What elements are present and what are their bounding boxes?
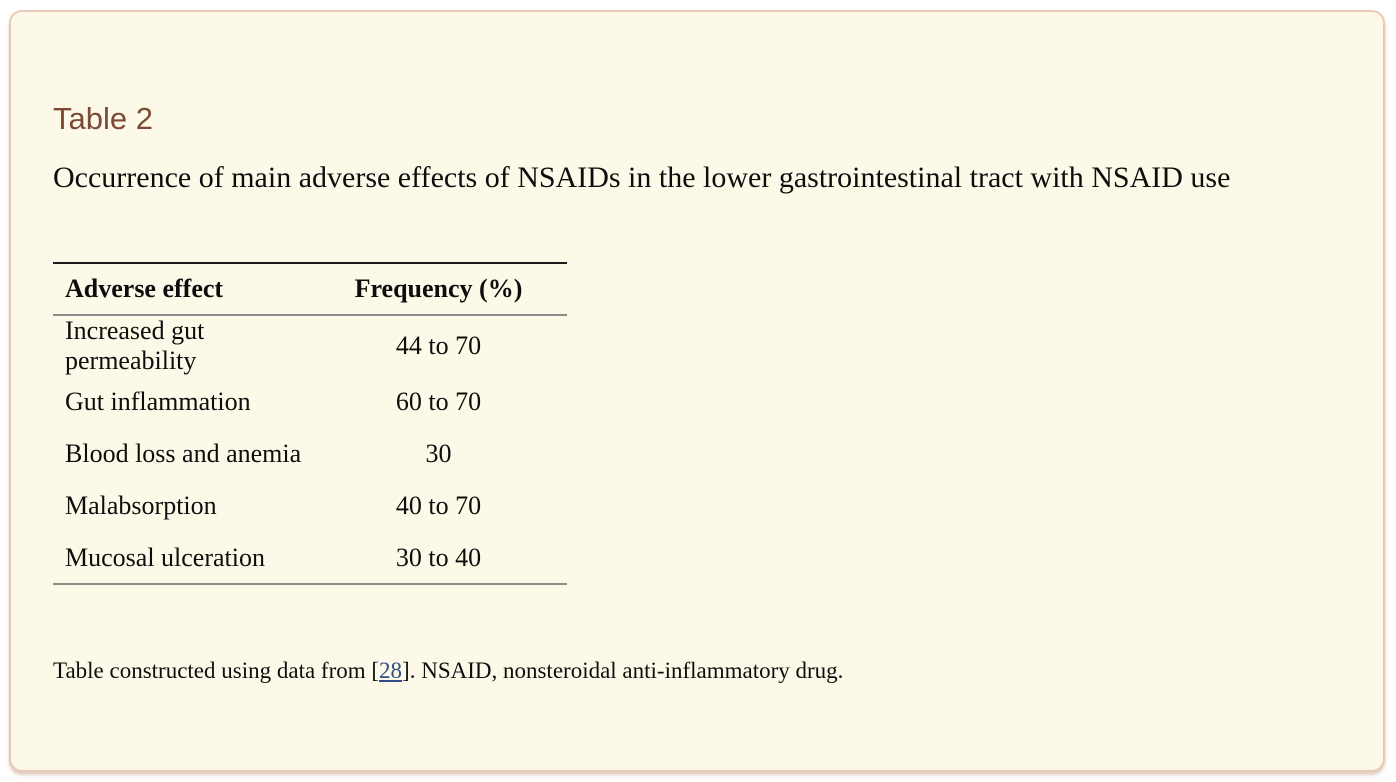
cell-adverse-effect: Gut inflammation <box>65 387 251 417</box>
cell-adverse-effect: Blood loss and anemia <box>65 439 302 469</box>
cell-frequency: 40 to 70 <box>395 491 482 521</box>
table-row: Blood loss and anemia 30 <box>53 428 567 480</box>
footnote-text-prefix: Table constructed using data from [ <box>53 658 380 684</box>
column-header-frequency: Frequency (%) <box>310 263 567 317</box>
cell-frequency: 44 to 70 <box>395 331 482 361</box>
table-row: Malabsorption 40 to 70 <box>53 480 567 532</box>
footnote-text-suffix: ]. NSAID, nonsteroidal anti-inflammatory… <box>402 658 844 684</box>
table-label: Table 2 <box>53 101 153 136</box>
table-row: Increased gut permeability 44 to 70 <box>53 315 567 376</box>
cell-frequency: 30 <box>425 439 452 469</box>
table-caption: Occurrence of main adverse effects of NS… <box>53 161 1231 195</box>
cell-adverse-effect: Increased gut permeability <box>65 316 205 376</box>
cell-adverse-effect: Mucosal ulceration <box>65 542 265 572</box>
table-header-row: Adverse effect Frequency (%) <box>53 263 567 317</box>
table-row: Mucosal ulceration 30 to 40 <box>53 532 567 584</box>
table-card: Table 2 Occurrence of main adverse effec… <box>9 10 1385 772</box>
table-footnote: Table constructed using data from [28]. … <box>53 657 1341 686</box>
cell-frequency: 60 to 70 <box>395 387 482 417</box>
cell-adverse-effect: Malabsorption <box>65 491 217 521</box>
table-row: Gut inflammation 60 to 70 <box>53 376 567 428</box>
column-header-adverse-effect: Adverse effect <box>53 263 310 317</box>
citation-link-28[interactable]: 28 <box>379 658 403 684</box>
cell-frequency: 30 to 40 <box>395 542 482 572</box>
adverse-effects-table: Adverse effect Frequency (%) Increased g… <box>53 262 567 586</box>
